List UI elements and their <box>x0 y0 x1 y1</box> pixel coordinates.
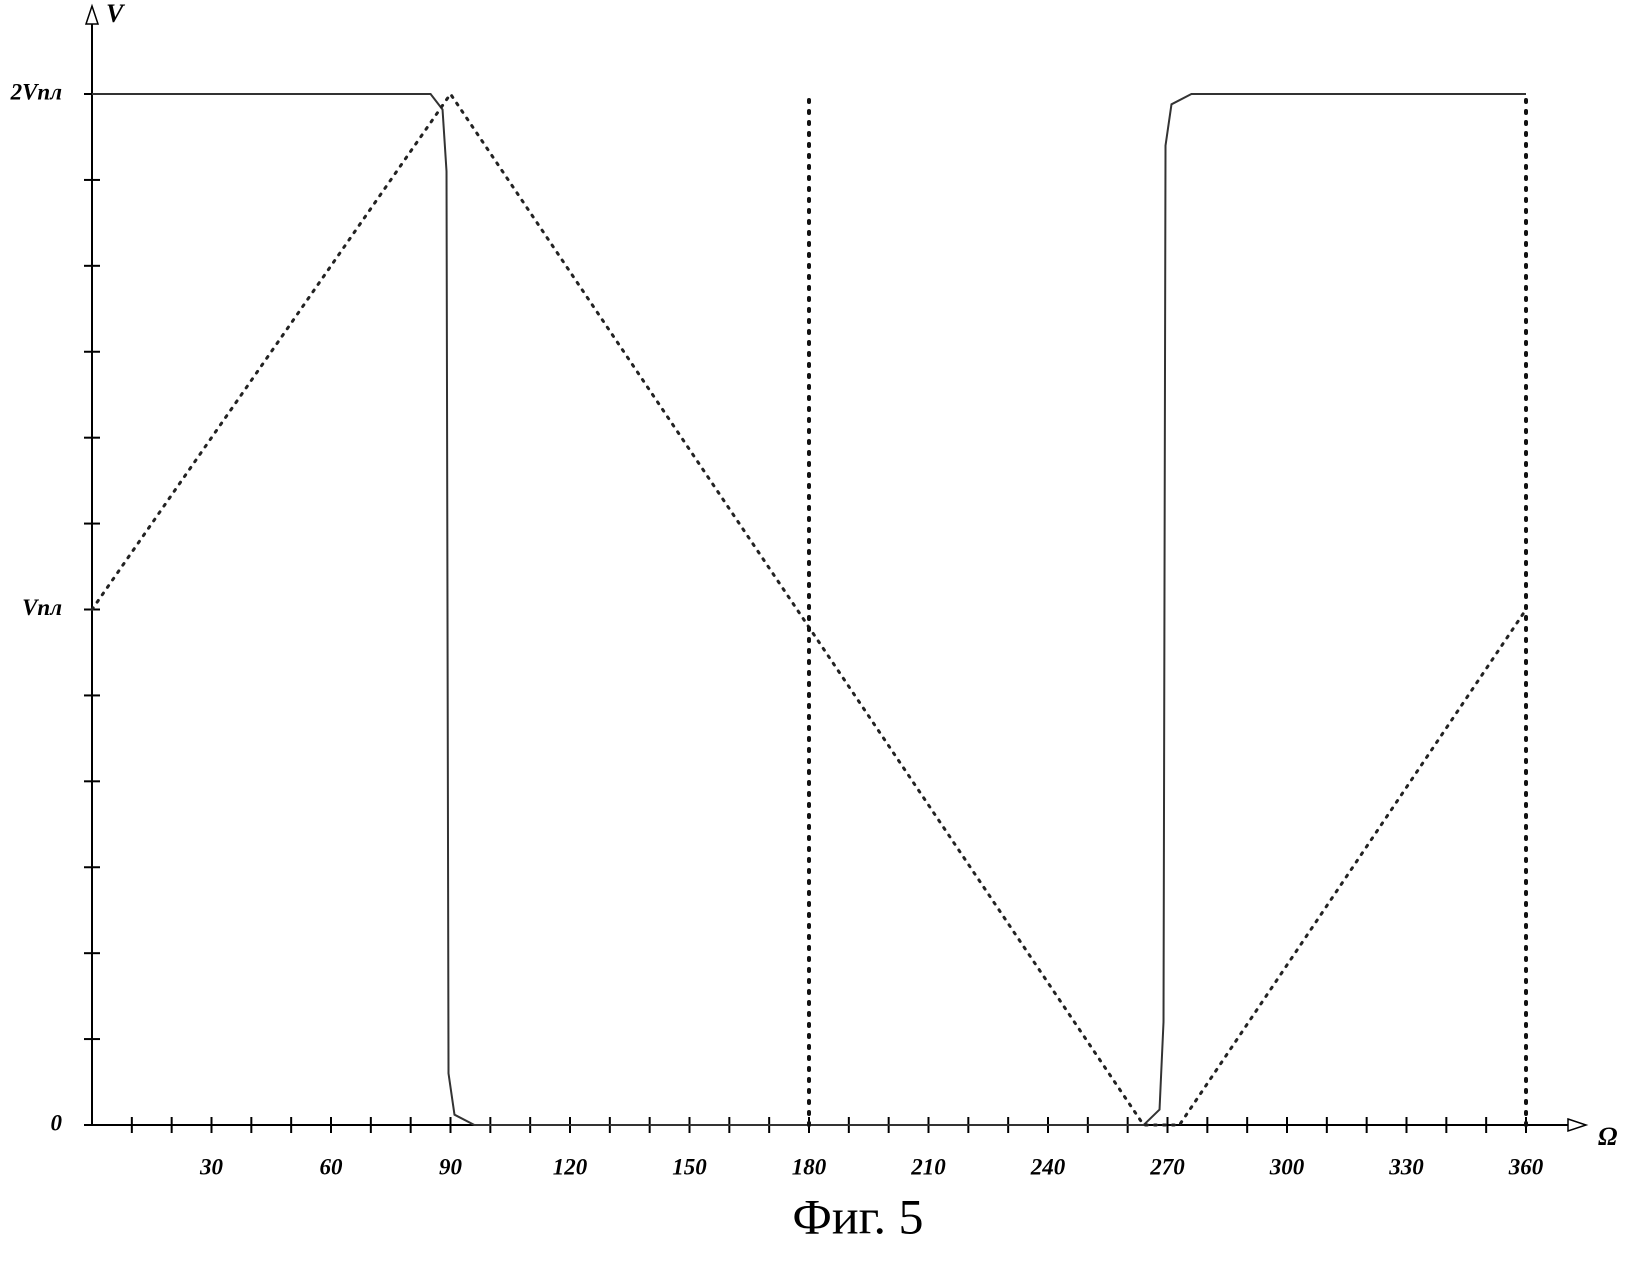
x-tick-label: 330 <box>1388 1154 1424 1179</box>
x-tick-label: 300 <box>1269 1154 1305 1179</box>
x-tick-label: 270 <box>1149 1154 1185 1179</box>
x-tick-label: 60 <box>320 1154 344 1179</box>
chart: V Ω Фиг. 5 0 Vпл 2Vпл 30 60 90 120 150 180 210 240… <box>0 0 1629 1261</box>
x-tick-label: 240 <box>1030 1154 1066 1179</box>
x-tick-label: 150 <box>672 1154 707 1179</box>
x-tick-label: 30 <box>199 1154 224 1179</box>
x-tick-label: 180 <box>792 1154 827 1179</box>
y-axis-label: V <box>106 0 126 28</box>
x-tick-label: 90 <box>439 1154 463 1179</box>
x-tick-label: 360 <box>1508 1154 1544 1179</box>
caption: Фиг. 5 <box>792 1188 923 1244</box>
y-tick-label: 2Vпл <box>10 79 63 104</box>
x-tick-label: 120 <box>553 1154 588 1179</box>
x-axis-arrow <box>1568 1119 1586 1131</box>
x-tick-label: 210 <box>910 1154 946 1179</box>
y-axis-arrow <box>86 6 98 24</box>
y-tick-label: 0 <box>51 1110 63 1135</box>
x-axis-label: Ω <box>1598 1122 1617 1151</box>
y-tick-label: Vпл <box>22 595 62 620</box>
